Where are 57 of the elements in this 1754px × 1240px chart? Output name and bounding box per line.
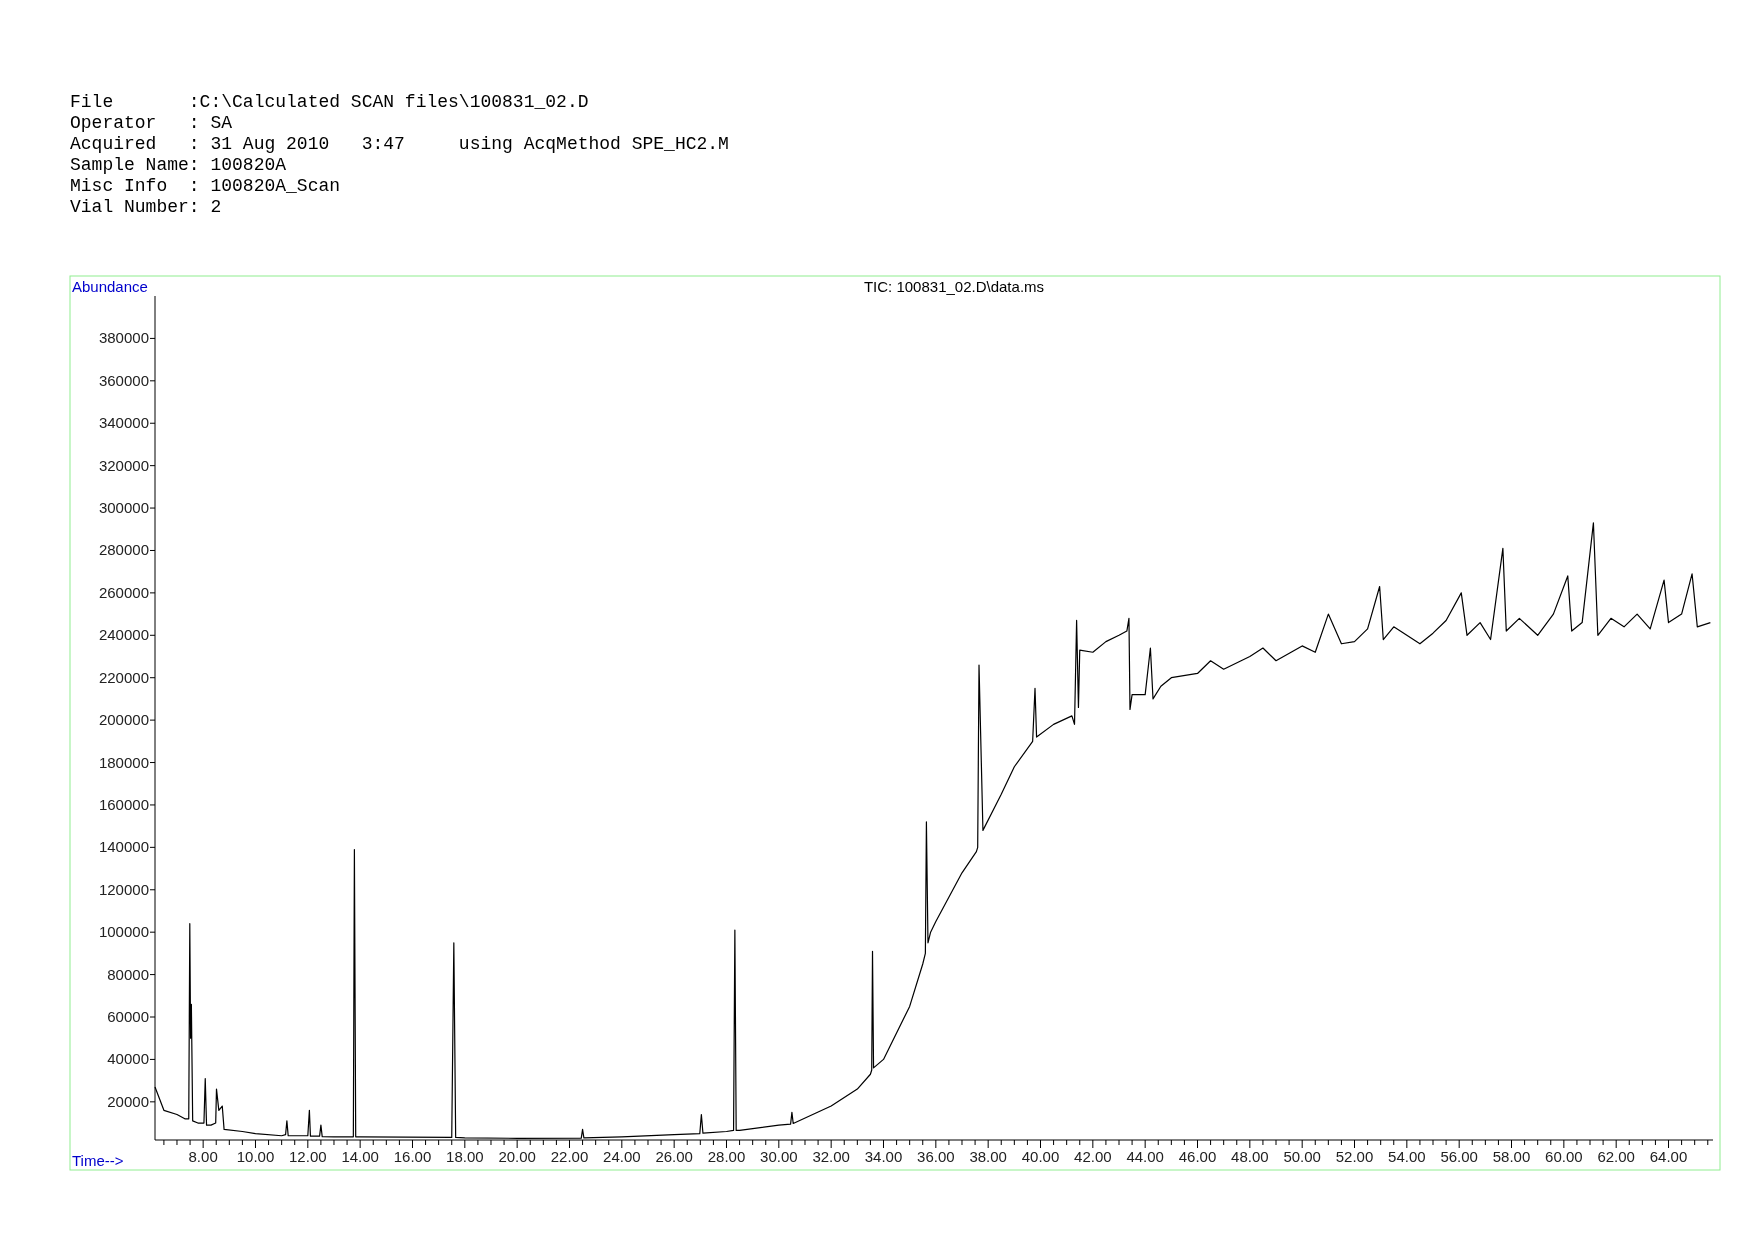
x-tick-label: 48.00 xyxy=(1231,1148,1269,1165)
x-tick-label: 58.00 xyxy=(1492,1148,1531,1165)
x-tick-label: 56.00 xyxy=(1440,1148,1478,1165)
x-tick-label: 50.00 xyxy=(1283,1148,1321,1165)
x-tick-label: 46.00 xyxy=(1178,1148,1217,1165)
x-tick-label: 14.00 xyxy=(341,1148,379,1165)
y-tick-label: 280000 xyxy=(98,541,149,559)
x-tick-label: 52.00 xyxy=(1335,1148,1374,1165)
y-tick-label: 300000 xyxy=(98,499,149,517)
x-tick-label: 24.00 xyxy=(603,1148,641,1165)
x-axis-title: Time--> xyxy=(72,1152,124,1169)
y-tick-label: 20000 xyxy=(107,1092,149,1110)
y-tick-label: 320000 xyxy=(98,456,149,474)
x-tick-label: 20.00 xyxy=(498,1148,536,1165)
y-tick-label: 120000 xyxy=(98,880,149,898)
y-tick-label: 380000 xyxy=(98,329,149,347)
x-tick-label: 8.00 xyxy=(188,1148,218,1165)
y-tick-label: 220000 xyxy=(98,668,149,686)
x-tick-label: 10.00 xyxy=(236,1148,275,1165)
text: File :C:\Calculated SCAN files\100831_02.D xyxy=(70,92,589,112)
y-axis-title: Abundance xyxy=(72,278,148,295)
x-tick-label: 34.00 xyxy=(864,1148,903,1165)
y-tick-label: 140000 xyxy=(98,838,149,856)
x-tick-label: 54.00 xyxy=(1388,1148,1426,1165)
x-tick-label: 36.00 xyxy=(917,1148,955,1165)
x-tick-label: 30.00 xyxy=(760,1148,798,1165)
x-tick-label: 40.00 xyxy=(1021,1148,1060,1165)
x-tick-label: 18.00 xyxy=(446,1148,484,1165)
x-tick-label: 22.00 xyxy=(550,1148,589,1165)
x-tick-label: 64.00 xyxy=(1649,1148,1688,1165)
x-tick-label: 60.00 xyxy=(1545,1148,1583,1165)
x-tick-label: 16.00 xyxy=(393,1148,432,1165)
y-tick-label: 340000 xyxy=(98,414,149,432)
y-tick-label: 240000 xyxy=(98,626,149,644)
x-tick-label: 62.00 xyxy=(1597,1148,1635,1165)
text: Operator : SA xyxy=(70,113,233,133)
x-tick-label: 42.00 xyxy=(1074,1148,1112,1165)
y-tick-label: 40000 xyxy=(107,1050,149,1068)
y-tick-label: 180000 xyxy=(98,753,149,771)
x-tick-label: 28.00 xyxy=(707,1148,746,1165)
y-tick-label: 200000 xyxy=(98,711,149,729)
y-tick-label: 360000 xyxy=(98,371,149,389)
y-tick-label: 100000 xyxy=(98,923,149,941)
x-tick-label: 38.00 xyxy=(969,1148,1007,1165)
x-tick-label: 32.00 xyxy=(812,1148,850,1165)
y-tick-label: 260000 xyxy=(98,583,149,601)
y-tick-label: 160000 xyxy=(98,795,149,813)
y-tick-label: 60000 xyxy=(107,1008,149,1026)
text: Sample Name: 100820A xyxy=(70,155,287,175)
x-tick-label: 26.00 xyxy=(655,1148,693,1165)
x-tick-label: 12.00 xyxy=(289,1148,327,1165)
chart-title: TIC: 100831_02.D\data.ms xyxy=(863,278,1045,295)
text: Misc Info : 100820A_Scan xyxy=(70,176,341,196)
text: Vial Number: 2 xyxy=(70,197,222,217)
text: Acquired : 31 Aug 2010 3:47 using AcqMethod SPE_HC2.M xyxy=(70,134,729,154)
y-tick-label: 80000 xyxy=(107,965,149,983)
x-tick-label: 44.00 xyxy=(1126,1148,1164,1165)
